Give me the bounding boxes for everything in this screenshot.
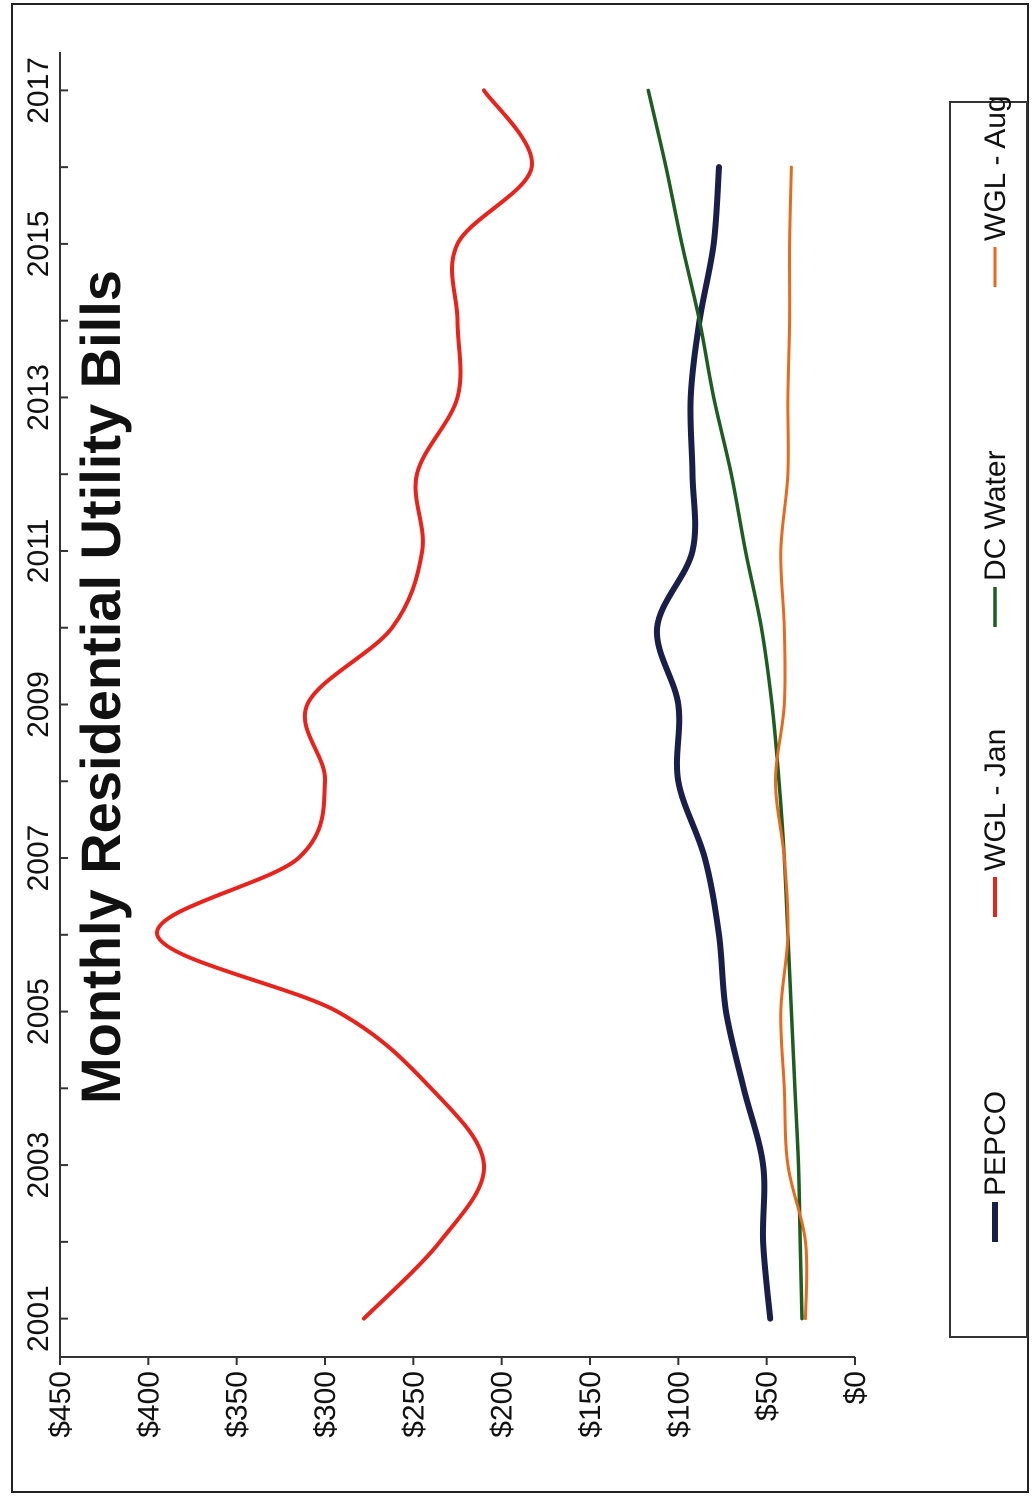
y-tick-label: $400 [132,1371,165,1438]
series-line-pepco [654,164,774,1322]
y-tick-label: $250 [397,1371,430,1438]
legend-box [949,101,1028,1338]
x-tick-label: 2015 [22,211,55,278]
y-tick-label: $50 [751,1371,784,1421]
series-line-dc-water [646,88,804,1321]
legend-label: WGL - Jan [979,729,1012,871]
legend-label: WGL - Aug [979,95,1012,241]
legend: PEPCO WGL - Jan DC Water WGL - Aug [949,95,1028,1338]
x-tick-label: 2011 [22,519,55,584]
y-tick-label: $100 [662,1371,695,1438]
x-tick-label: 2007 [22,825,55,892]
legend-label: DC Water [979,450,1012,581]
series-line-wgl-aug [774,165,809,1321]
y-tick-label: $150 [574,1371,607,1438]
x-tick-label: 2017 [22,57,55,124]
y-tick-label: $350 [221,1371,254,1438]
series-lines [155,88,809,1322]
x-tick-label: 2003 [22,1132,55,1199]
y-tick-label: $0 [839,1371,872,1404]
y-tick-label: $200 [486,1371,519,1438]
legend-label: PEPCO [979,1091,1012,1196]
chart-frame [11,3,1029,1493]
axes: 2001 2003 2005 2007 2009 2011 2013 2015 2017 $0 $5… [22,52,872,1438]
y-tick-label: $450 [44,1371,77,1438]
x-tick-label: 2001 [22,1285,55,1352]
chart-title: Monthly Residential Utility Bills [69,270,132,1104]
x-tick-label: 2013 [22,364,55,431]
x-tick-label: 2005 [22,978,55,1045]
y-tick-label: $300 [309,1371,342,1438]
x-tick-label: 2009 [22,671,55,738]
series-line-wgl-jan [155,88,534,1321]
